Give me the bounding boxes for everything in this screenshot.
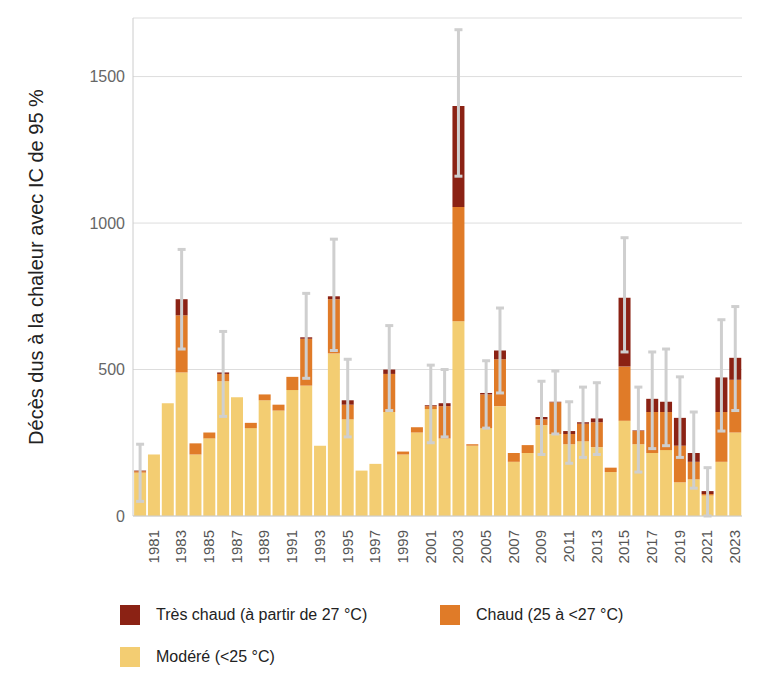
svg-text:2009: 2009 <box>532 530 549 563</box>
svg-text:1985: 1985 <box>200 530 217 563</box>
svg-text:0: 0 <box>116 508 125 525</box>
svg-text:1981: 1981 <box>145 530 162 563</box>
svg-text:1989: 1989 <box>255 530 272 563</box>
svg-text:1000: 1000 <box>89 215 125 232</box>
html-text:Très chaud (à partir de 27 °C): Très chaud (à partir de 27 °C) <box>156 606 368 623</box>
svg-text:2011: 2011 <box>560 530 577 562</box>
svg-text:1991: 1991 <box>283 530 300 563</box>
svg-text:2005: 2005 <box>477 530 494 563</box>
svg-text:2015: 2015 <box>615 530 632 563</box>
svg-text:1500: 1500 <box>89 68 125 85</box>
svg-text:2017: 2017 <box>643 530 660 563</box>
svg-text:1983: 1983 <box>172 530 189 563</box>
svg-text:500: 500 <box>98 361 125 378</box>
svg-text:1987: 1987 <box>228 530 245 563</box>
html-text:Chaud (25 à <27 °C): Chaud (25 à <27 °C) <box>476 606 624 623</box>
svg-text:1995: 1995 <box>339 530 356 563</box>
svg-text:2021: 2021 <box>698 530 715 563</box>
svg-text:2013: 2013 <box>588 530 605 563</box>
svg-text:1997: 1997 <box>366 530 383 563</box>
svg-text:2007: 2007 <box>505 530 522 563</box>
svg-text:2023: 2023 <box>726 530 743 563</box>
svg-text:2001: 2001 <box>422 530 439 563</box>
svg-text:Décès dus à la chaleur avec IC: Décès dus à la chaleur avec IC de 95 % <box>25 89 47 445</box>
svg-text:2003: 2003 <box>449 530 466 563</box>
html-text:Modéré (<25 °C): Modéré (<25 °C) <box>156 648 275 665</box>
svg-text:1993: 1993 <box>311 530 328 563</box>
svg-text:1999: 1999 <box>394 530 411 563</box>
svg-text:2019: 2019 <box>671 530 688 563</box>
